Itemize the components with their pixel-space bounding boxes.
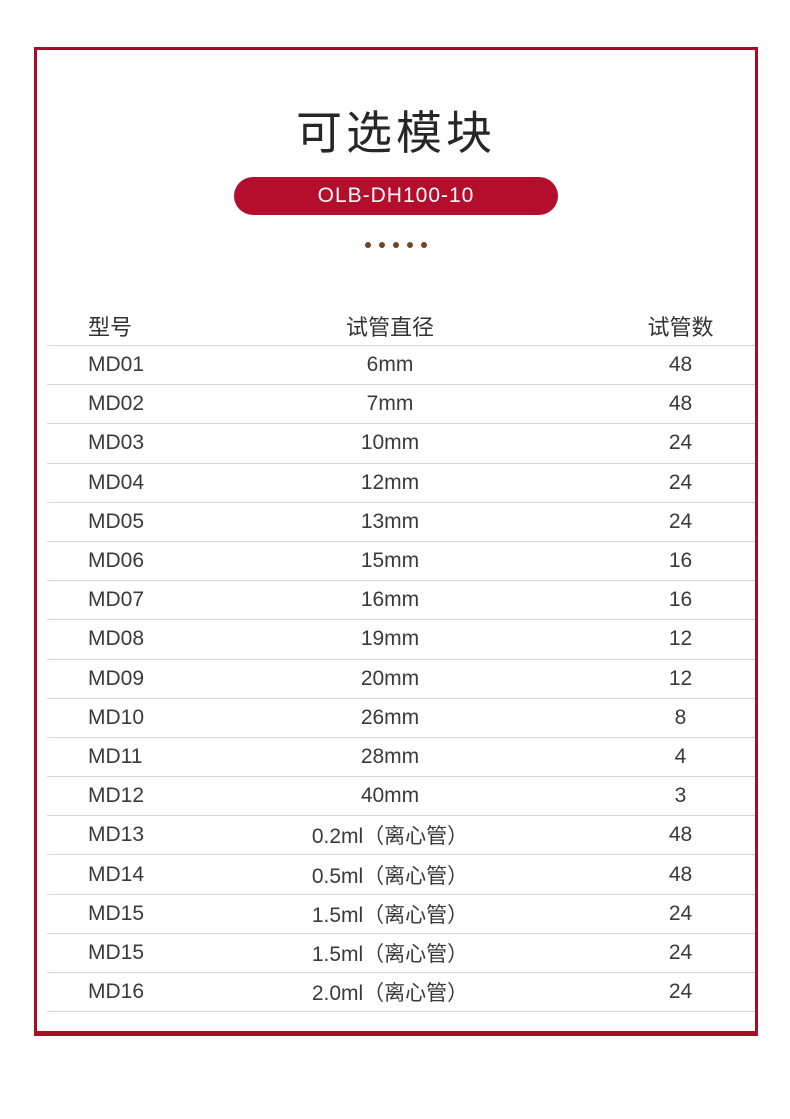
table-row: MD01 6mm 48	[47, 346, 755, 386]
tube-count-cell: 12	[668, 666, 693, 690]
tube-diameter-cell: 28mm	[360, 744, 420, 768]
model-cell: MD15	[88, 901, 145, 925]
model-cell: MD15	[88, 940, 145, 964]
content-frame: 可选模块 OLB-DH100-10 型号 试管直径 试管数 MD01 6mm 48 M…	[34, 47, 758, 1036]
tube-diameter-cell: 26mm	[360, 705, 420, 729]
model-cell: MD05	[88, 509, 145, 533]
tube-diameter-cell: 6mm	[366, 353, 414, 377]
model-cell: MD02	[88, 392, 145, 416]
tube-diameter-cell: 0.5ml（离心管）	[311, 864, 469, 888]
tube-diameter-cell: 0.2ml（离心管）	[311, 825, 469, 849]
model-cell: MD09	[88, 666, 145, 690]
table-row: MD08 19mm 12	[47, 620, 755, 660]
table-row: MD13 0.2ml（离心管） 48	[47, 816, 755, 856]
table-row: MD12 40mm 3	[47, 777, 755, 817]
tube-count-cell: 24	[668, 980, 693, 1004]
table-row: MD05 13mm 24	[47, 503, 755, 542]
dot	[407, 242, 413, 248]
table-row: MD02 7mm 48	[47, 385, 755, 425]
tube-diameter-cell: 15mm	[360, 549, 420, 573]
table-row: MD09 20mm 12	[47, 660, 755, 699]
model-cell: MD10	[88, 705, 145, 729]
model-badge: OLB-DH100-10	[234, 177, 558, 215]
table-row: MD04 12mm 24	[47, 464, 755, 503]
tube-diameter-cell: 20mm	[360, 666, 420, 690]
tube-count-cell: 16	[668, 549, 693, 573]
tube-diameter-cell: 12mm	[360, 470, 420, 494]
model-cell: MD12	[88, 784, 145, 808]
model-cell: MD16	[88, 980, 145, 1004]
table-row: MD06 15mm 16	[47, 542, 755, 582]
tube-count-cell: 48	[668, 353, 693, 377]
tube-count-cell: 8	[674, 705, 687, 729]
tube-diameter-cell: 19mm	[360, 627, 420, 651]
table-row: MD03 10mm 24	[47, 424, 755, 464]
tube-diameter-cell: 1.5ml（离心管）	[311, 903, 469, 927]
tube-count-cell: 24	[668, 940, 693, 964]
model-cell: MD04	[88, 470, 145, 494]
model-cell: MD03	[88, 431, 145, 455]
header-tube-count: 试管数	[647, 314, 714, 340]
tube-diameter-cell: 7mm	[366, 392, 414, 416]
table-row: MD16 2.0ml（离心管） 24	[47, 973, 755, 1013]
dot	[421, 242, 427, 248]
tube-diameter-cell: 1.5ml（离心管）	[311, 942, 469, 966]
table-row: MD15 1.5ml（离心管） 24	[47, 934, 755, 973]
header-tube-diameter: 试管直径	[345, 314, 434, 340]
tube-count-cell: 3	[674, 784, 687, 808]
page-title: 可选模块	[296, 107, 496, 159]
dots-separator	[37, 242, 755, 248]
tube-diameter-cell: 40mm	[360, 784, 420, 808]
model-cell: MD06	[88, 549, 145, 573]
model-cell: MD07	[88, 588, 145, 612]
tube-diameter-cell: 16mm	[360, 588, 420, 612]
table-row: MD10 26mm 8	[47, 699, 755, 738]
tube-count-cell: 24	[668, 431, 693, 455]
tube-count-cell: 12	[668, 627, 693, 651]
tube-count-cell: 24	[668, 509, 693, 533]
tube-count-cell: 4	[674, 744, 687, 768]
table-row: MD14 0.5ml（离心管） 48	[47, 855, 755, 895]
tube-count-cell: 24	[668, 901, 693, 925]
table-row: MD07 16mm 16	[47, 581, 755, 621]
model-cell: MD01	[88, 353, 145, 377]
header-model: 型号	[88, 314, 133, 340]
tube-count-cell: 48	[668, 392, 693, 416]
tube-count-cell: 24	[668, 470, 693, 494]
model-cell: MD08	[88, 627, 145, 651]
table-body: MD01 6mm 48 MD02 7mm 48 MD03 10mm 24 MD04 12mm 24 MD…	[47, 346, 755, 1013]
tube-diameter-cell: 10mm	[360, 431, 420, 455]
table-header-row: 型号 试管直径 试管数	[47, 306, 755, 346]
spec-table: 型号 试管直径 试管数 MD01 6mm 48 MD02 7mm 48 MD03 10mm 24…	[47, 306, 755, 1013]
dot	[379, 242, 385, 248]
dot	[393, 242, 399, 248]
model-cell: MD14	[88, 862, 145, 886]
tube-diameter-cell: 13mm	[360, 509, 420, 533]
table-row: MD11 28mm 4	[47, 738, 755, 778]
table-row: MD15 1.5ml（离心管） 24	[47, 895, 755, 934]
tube-diameter-cell: 2.0ml（离心管）	[311, 982, 469, 1006]
dot	[365, 242, 371, 248]
tube-count-cell: 48	[668, 862, 693, 886]
tube-count-cell: 16	[668, 588, 693, 612]
model-cell: MD11	[88, 744, 143, 768]
model-cell: MD13	[88, 823, 145, 847]
tube-count-cell: 48	[668, 823, 693, 847]
